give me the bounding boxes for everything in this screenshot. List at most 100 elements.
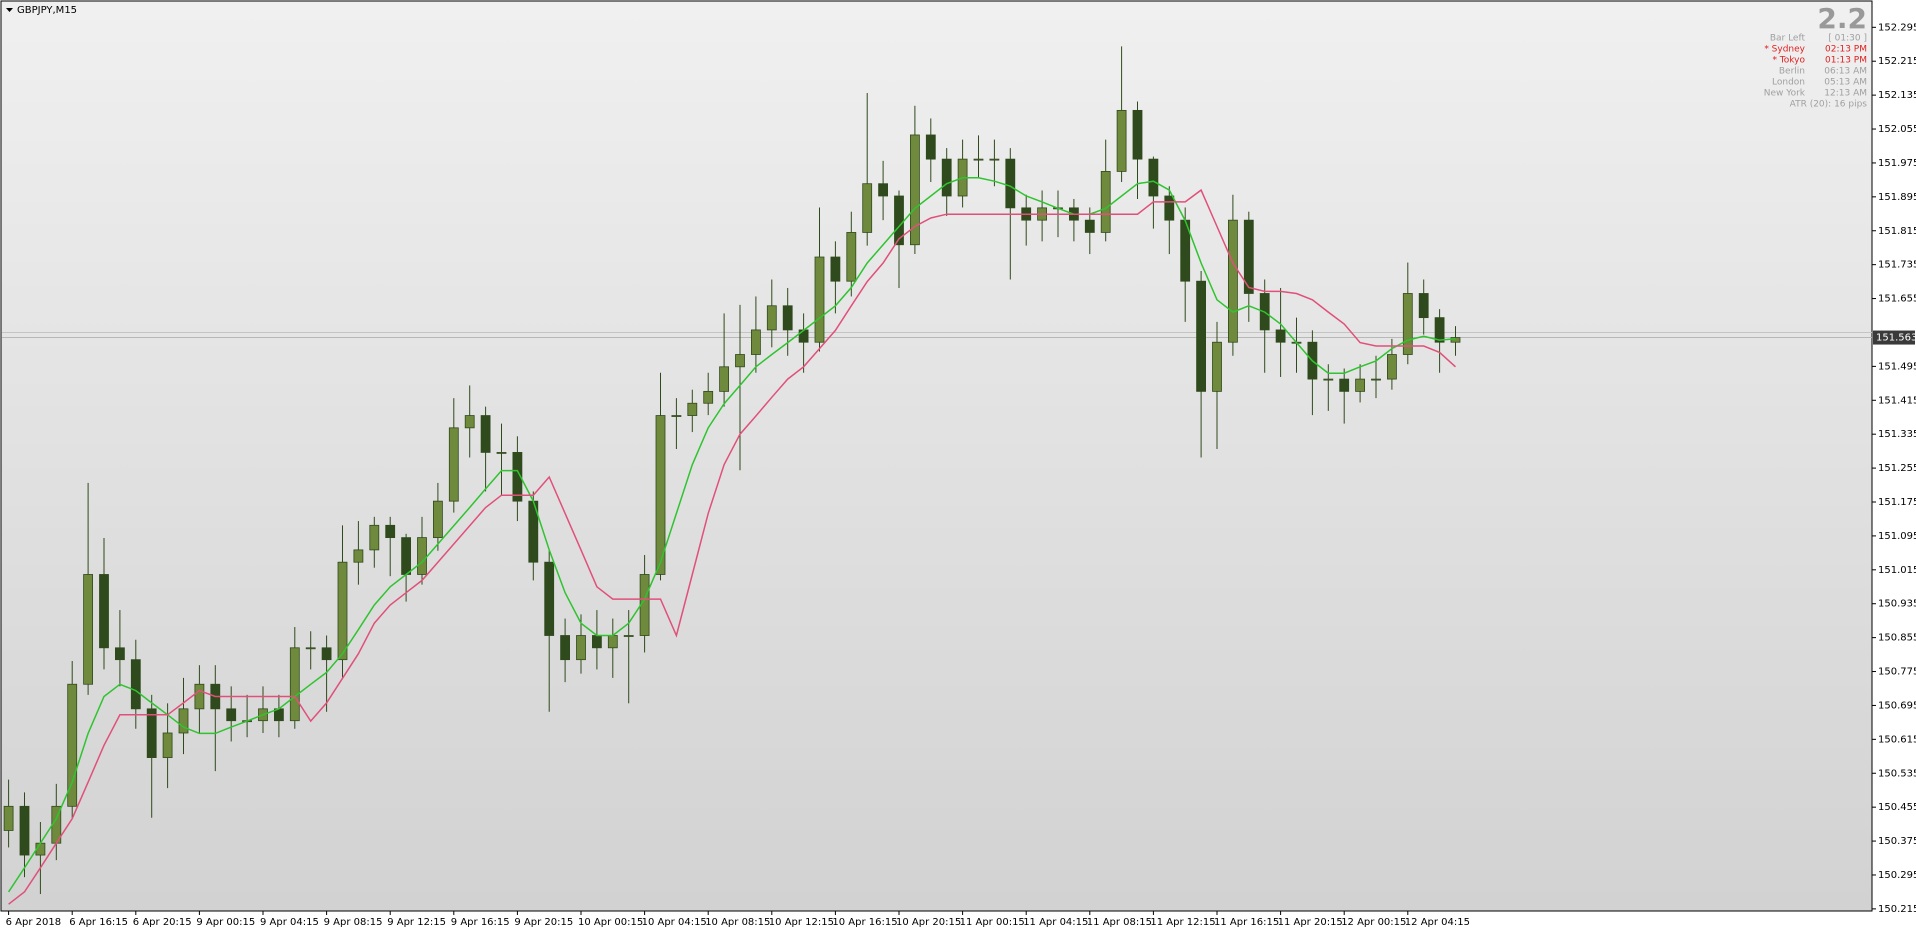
x-tick-label: 10 Apr 00:15 <box>578 917 643 928</box>
info-time: 05:13 AM <box>1824 78 1867 88</box>
candle-body <box>226 708 237 722</box>
candle-body <box>1116 109 1127 172</box>
y-tick-label: 151.415 <box>1878 395 1916 406</box>
indicator-line <box>8 188 1457 905</box>
candle-body <box>925 134 936 160</box>
y-tick-label: 151.655 <box>1878 294 1916 305</box>
x-tick-label: 9 Apr 04:15 <box>260 917 319 928</box>
info-label: Bar Left <box>1770 34 1806 44</box>
x-tick-label: 10 Apr 20:15 <box>896 917 961 928</box>
price-label: 151.563 <box>1876 333 1916 344</box>
y-tick-label: 150.215 <box>1878 904 1916 915</box>
y-tick-label: 152.135 <box>1878 90 1916 101</box>
y-tick-label: 151.015 <box>1878 565 1916 576</box>
candle-body <box>146 708 157 758</box>
y-tick-label: 152.295 <box>1878 22 1916 33</box>
info-label: Berlin <box>1779 67 1805 77</box>
x-tick-label: 11 Apr 16:15 <box>1214 917 1279 928</box>
candle-body <box>576 635 586 661</box>
x-tick-label: 9 Apr 16:15 <box>451 917 510 928</box>
candle-body <box>941 158 952 197</box>
x-tick-label: 11 Apr 12:15 <box>1150 917 1215 928</box>
candle-body <box>671 415 682 417</box>
candle-body <box>448 427 459 502</box>
x-tick-label: 12 Apr 04:15 <box>1405 917 1470 928</box>
candle-body <box>1148 158 1159 197</box>
candle-body <box>369 524 380 551</box>
candle-body <box>560 635 570 661</box>
candle-body <box>830 256 841 282</box>
x-tick-label: 9 Apr 08:15 <box>324 917 383 928</box>
x-tick-label: 9 Apr 12:15 <box>387 917 446 928</box>
y-tick-label: 151.255 <box>1878 463 1916 474</box>
candle-body <box>846 232 857 282</box>
candle-body <box>607 635 618 649</box>
y-tick-label: 151.975 <box>1878 158 1916 169</box>
candle-body <box>1132 109 1143 160</box>
candle-body <box>321 647 332 661</box>
candle-body <box>1450 337 1461 343</box>
menu-arrow[interactable] <box>6 8 13 12</box>
x-tick-label: 11 Apr 20:15 <box>1278 917 1343 928</box>
candle-body <box>1228 219 1238 343</box>
candle-body <box>1371 378 1381 381</box>
candle-body <box>496 452 507 454</box>
y-tick-label: 151.895 <box>1878 192 1916 203</box>
candle-body <box>735 354 745 368</box>
candle-body <box>814 256 825 343</box>
candle-body <box>544 561 555 636</box>
x-tick-label: 10 Apr 04:15 <box>642 917 707 928</box>
info-label: London <box>1772 78 1805 88</box>
x-tick-label: 10 Apr 12:15 <box>769 917 834 928</box>
y-tick-label: 150.615 <box>1878 734 1916 745</box>
x-tick-label: 11 Apr 04:15 <box>1023 917 1088 928</box>
candle-body <box>592 635 602 649</box>
price-box <box>1873 330 1915 345</box>
y-tick-label: 152.055 <box>1878 124 1916 135</box>
y-tick-label: 151.815 <box>1878 226 1916 237</box>
x-tick-label: 6 Apr 16:15 <box>69 917 128 928</box>
y-tick-label: 150.455 <box>1878 802 1916 813</box>
candle-body <box>67 683 78 807</box>
y-tick-label: 150.695 <box>1878 700 1916 711</box>
candle-body <box>973 158 984 161</box>
candle-body <box>1402 293 1413 355</box>
candle-body <box>1243 219 1254 294</box>
candle-body <box>385 524 396 539</box>
candle-body <box>432 500 443 539</box>
y-tick-label: 151.735 <box>1878 260 1916 271</box>
plot-area <box>0 0 1873 912</box>
candle-body <box>417 537 427 575</box>
x-tick-label: 10 Apr 08:15 <box>705 917 770 928</box>
candle-body <box>289 647 300 722</box>
candle-body <box>1275 329 1286 343</box>
candle-body <box>1164 195 1175 221</box>
candle-body <box>798 329 809 343</box>
x-tick-label: 11 Apr 08:15 <box>1087 917 1152 928</box>
candle-body <box>878 183 888 197</box>
candle-body <box>703 390 714 404</box>
candle-body <box>687 402 698 416</box>
x-tick-label: 9 Apr 00:15 <box>196 917 255 928</box>
candle-body <box>512 452 523 502</box>
info-label: New York <box>1764 89 1806 99</box>
chart-title: GBPJPY,M15 <box>17 5 77 16</box>
x-tick-label: 10 Apr 16:15 <box>832 917 897 928</box>
candle-body <box>751 329 761 355</box>
candle-body <box>862 183 873 233</box>
y-tick-label: 151.175 <box>1878 497 1916 508</box>
info-time: [ 01:30 ] <box>1828 34 1867 44</box>
candle-body <box>305 647 316 650</box>
info-label: * Sydney <box>1764 45 1805 55</box>
y-tick-label: 152.215 <box>1878 56 1916 67</box>
y-tick-label: 150.855 <box>1878 633 1916 644</box>
candle-body <box>19 805 30 856</box>
x-tick-label: 6 Apr 2018 <box>6 917 61 928</box>
y-tick-label: 151.495 <box>1878 361 1916 372</box>
candle-body <box>782 305 793 331</box>
candle-body <box>766 305 777 331</box>
candle-body <box>1434 317 1445 343</box>
candle-body <box>337 561 348 661</box>
candle-body <box>1196 280 1206 392</box>
